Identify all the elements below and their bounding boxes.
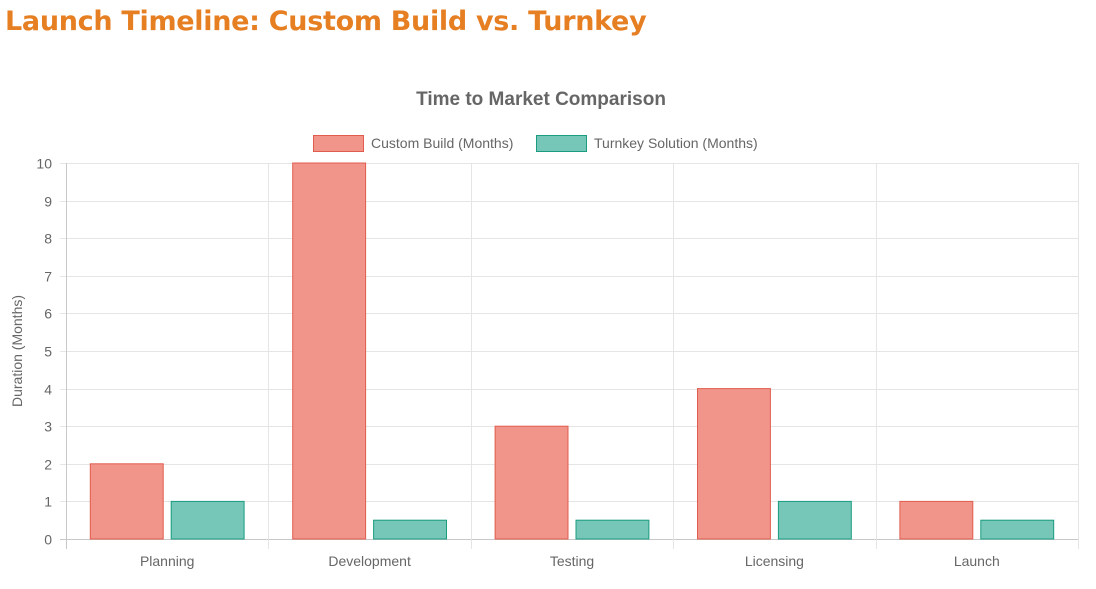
bar-custom-build-planning[interactable] <box>89 463 164 540</box>
y-tick-label: 10 <box>36 156 52 172</box>
x-axis: Planning Development Testing Licensing Launc… <box>140 553 1000 569</box>
y-axis: 0 1 2 3 4 5 6 7 8 9 10 <box>36 156 52 548</box>
bar-turnkey-licensing[interactable] <box>777 500 852 540</box>
y-tick-label: 9 <box>44 194 52 210</box>
x-tick-label: Planning <box>140 553 195 569</box>
y-tick-label: 0 <box>44 532 52 548</box>
grid-lines <box>60 163 1079 549</box>
legend-swatch-turnkey <box>536 135 587 152</box>
x-tick-label: Development <box>328 553 411 569</box>
legend-swatch-custom-build <box>313 135 364 152</box>
bars <box>89 162 1055 540</box>
x-tick-label: Licensing <box>745 553 804 569</box>
bar-turnkey-testing[interactable] <box>575 519 650 540</box>
legend-item-custom-build[interactable]: Custom Build (Months) <box>313 135 514 152</box>
legend-item-turnkey[interactable]: Turnkey Solution (Months) <box>536 135 758 152</box>
bar-custom-build-development[interactable] <box>292 162 367 540</box>
legend-label-turnkey: Turnkey Solution (Months) <box>594 135 758 151</box>
y-tick-label: 1 <box>44 494 52 510</box>
chart-title: Time to Market Comparison <box>416 89 666 110</box>
bar-turnkey-launch[interactable] <box>980 519 1055 540</box>
y-tick-label: 7 <box>44 269 52 285</box>
legend: Custom Build (Months) Turnkey Solution (… <box>313 135 758 152</box>
y-axis-label: Duration (Months) <box>9 295 25 407</box>
y-tick-label: 5 <box>44 344 52 360</box>
legend-label-custom-build: Custom Build (Months) <box>371 135 513 151</box>
page-title: Launch Timeline: Custom Build vs. Turnke… <box>5 6 647 37</box>
y-tick-label: 4 <box>44 382 52 398</box>
x-tick-label: Testing <box>550 553 594 569</box>
x-tick-label: Launch <box>954 553 1000 569</box>
y-tick-label: 8 <box>44 231 52 247</box>
bar-custom-build-testing[interactable] <box>494 425 569 540</box>
y-tick-label: 2 <box>44 457 52 473</box>
bar-custom-build-launch[interactable] <box>899 500 974 540</box>
y-tick-label: 3 <box>44 419 52 435</box>
bar-turnkey-planning[interactable] <box>170 500 245 540</box>
bar-turnkey-development[interactable] <box>373 519 448 540</box>
y-tick-label: 6 <box>44 306 52 322</box>
bar-custom-build-licensing[interactable] <box>697 388 771 540</box>
